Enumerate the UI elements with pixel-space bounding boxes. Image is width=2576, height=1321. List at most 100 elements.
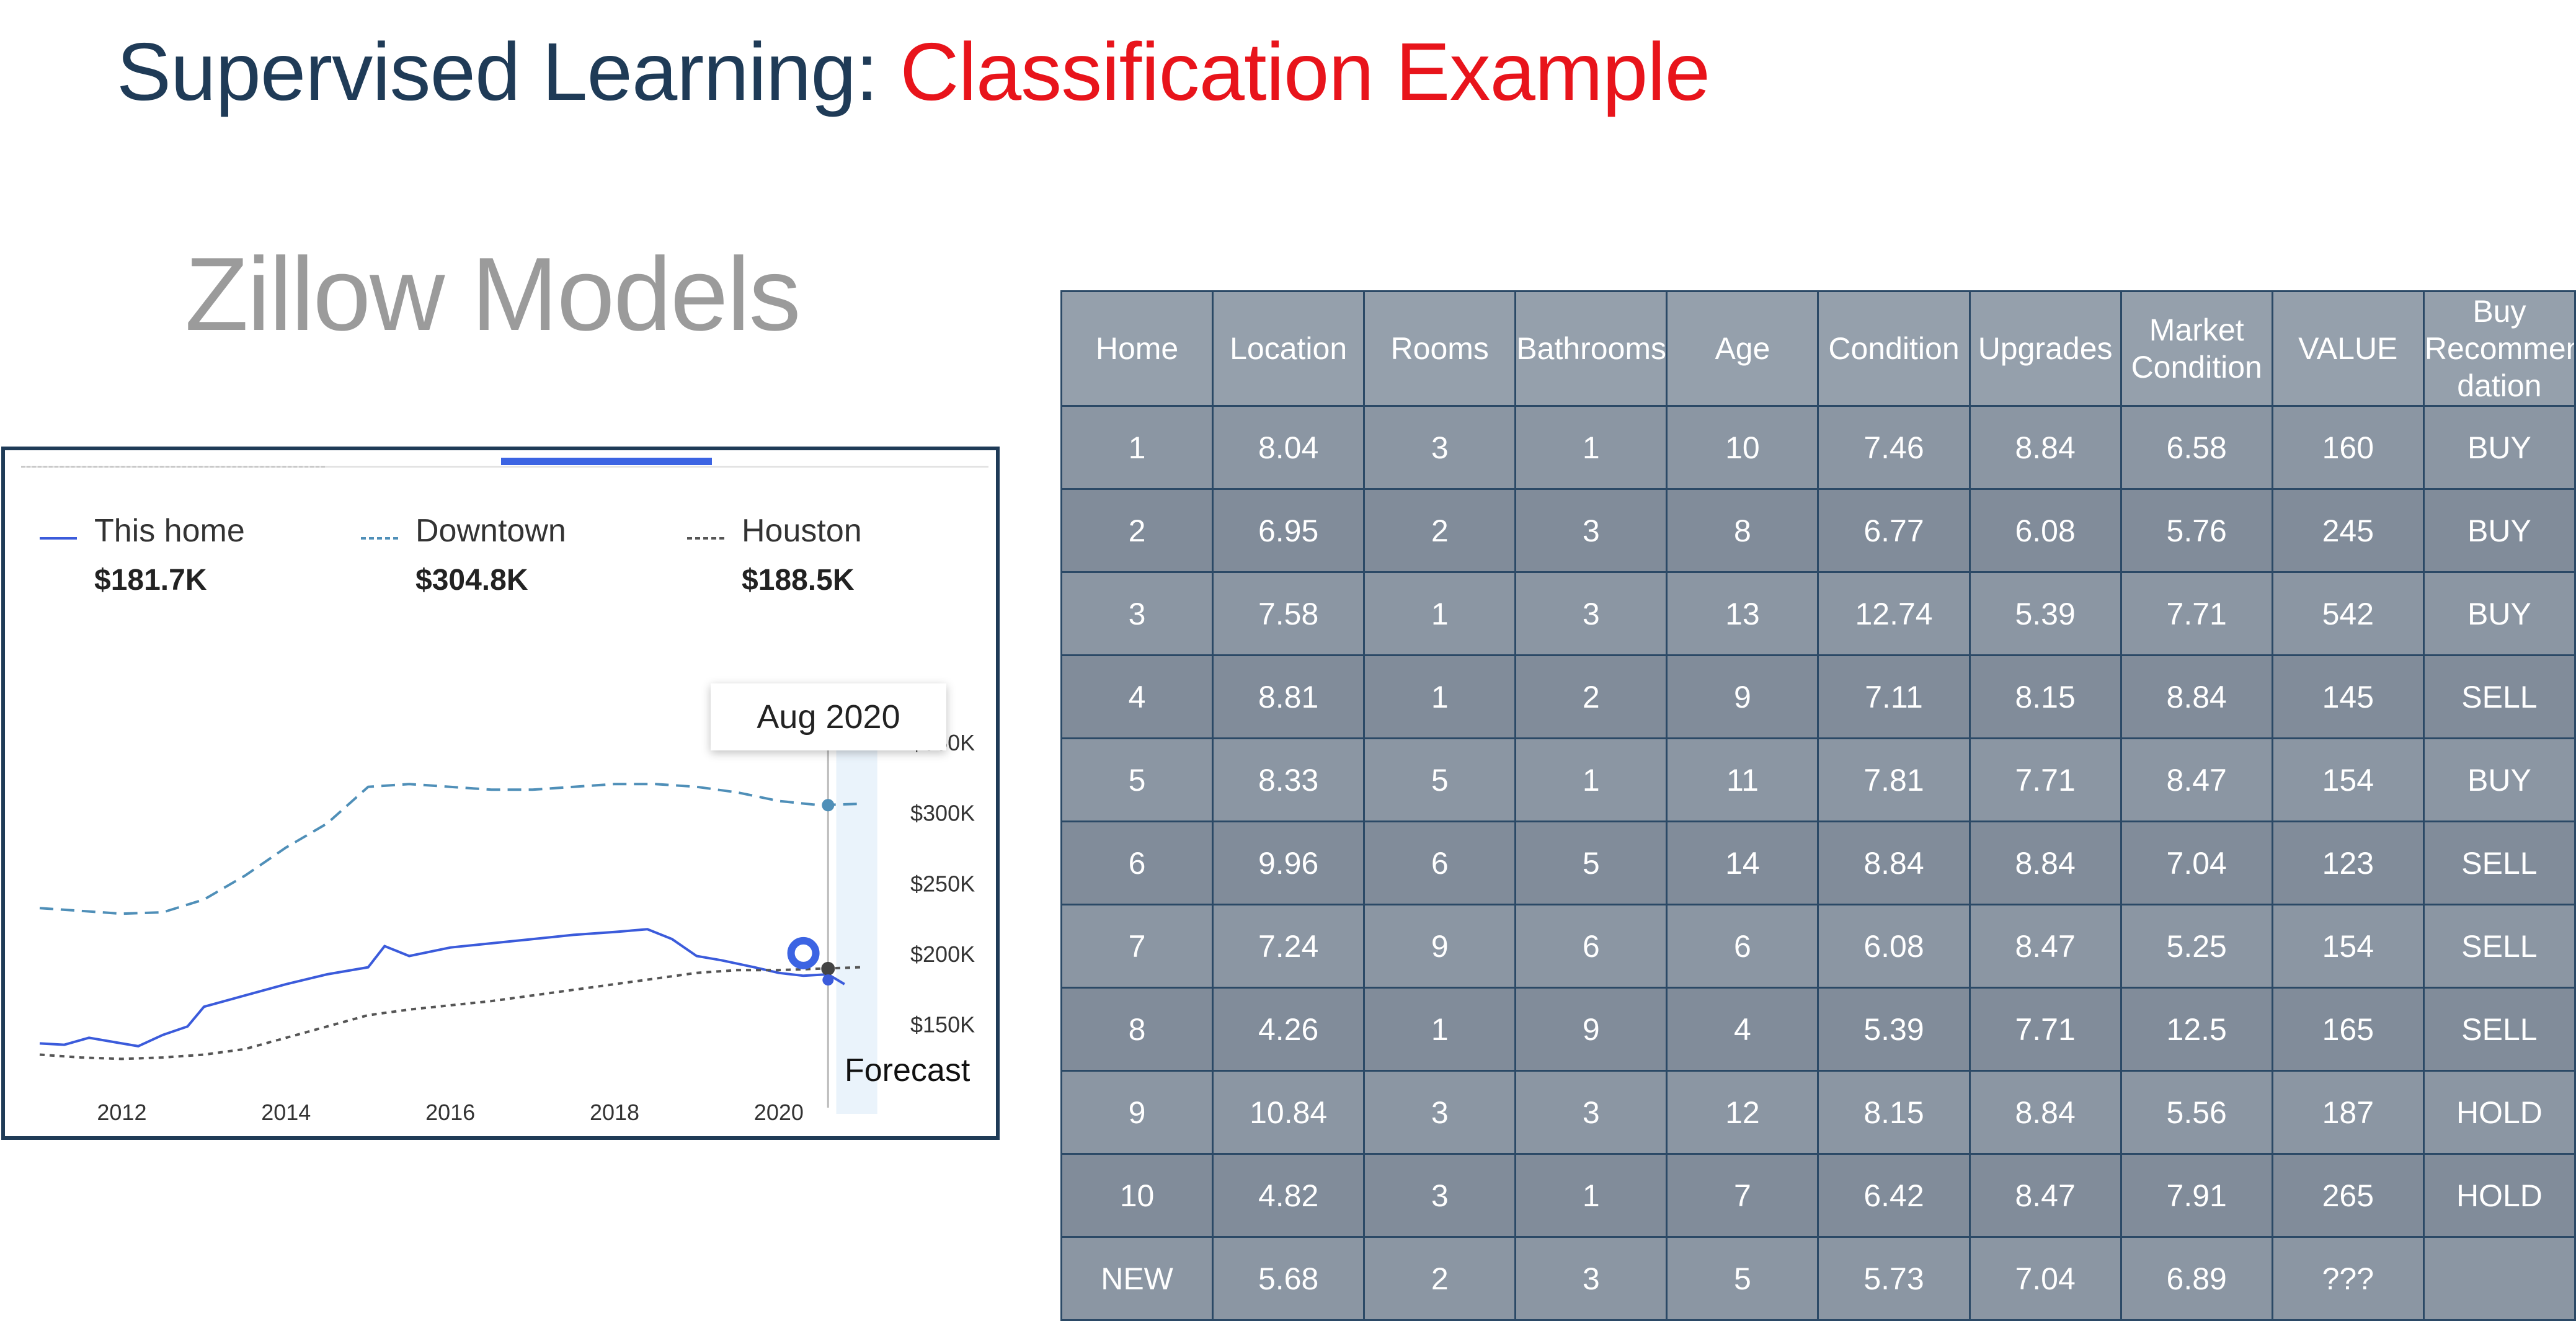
x-tick-label: 2018: [590, 1100, 639, 1125]
homes-table: Home Location Rooms Bathrooms Age Condition Up…: [1060, 290, 2576, 1321]
table-cell: 9.96: [1212, 821, 1366, 905]
table-cell: 8.81: [1212, 654, 1366, 739]
table-cell: 8.15: [1968, 654, 2122, 739]
legend-this-home[interactable]: This home $181.7K: [40, 512, 245, 597]
table-cell: 4: [1666, 987, 1819, 1072]
legend-downtown[interactable]: Downtown $304.8K: [361, 512, 566, 597]
table-cell: 5.73: [1817, 1236, 1971, 1321]
table-body: 1 8.04 3 1 10 7.46 8.84 6.58 160 BUY 2 6.95 2 3 8 6.77 6…: [1060, 405, 2576, 1321]
table-cell: 5.39: [1968, 571, 2122, 656]
price-history-chart[interactable]: $150K$200K$250K$300K$350K201220142016201…: [5, 450, 996, 1136]
table-cell: 1: [1514, 737, 1668, 822]
column-header: Rooms: [1363, 290, 1517, 407]
table-cell: 5.68: [1212, 1236, 1366, 1321]
table-cell: 160: [2271, 405, 2425, 490]
column-header: Upgrades: [1968, 290, 2122, 407]
column-header: Age: [1666, 290, 1819, 407]
table-cell: 5: [1363, 737, 1517, 822]
table-cell: NEW: [1060, 1236, 1214, 1321]
legend-houston-label: Houston: [742, 513, 862, 549]
table-cell: 7.24: [1212, 904, 1366, 989]
table-cell: 7.04: [1968, 1236, 2122, 1321]
solid-line-icon: [40, 537, 77, 540]
slide-title-accent: Classification Example: [900, 26, 1710, 117]
this-home-marker: [822, 974, 834, 986]
table-row: 7 7.24 9 6 6 6.08 8.47 5.25 154 SELL: [1060, 904, 2576, 989]
table-cell: HOLD: [2422, 1070, 2576, 1155]
active-tab-indicator[interactable]: [501, 458, 712, 465]
table-row: 10 4.82 3 1 7 6.42 8.47 7.91 265 HOLD: [1060, 1153, 2576, 1238]
table-cell: 4.82: [1212, 1153, 1366, 1238]
column-header: Market Condition: [2120, 290, 2273, 407]
table-cell: 3: [1060, 571, 1214, 656]
table-cell: ???: [2271, 1236, 2425, 1321]
table-cell: 7.91: [2120, 1153, 2273, 1238]
table-cell: 187: [2271, 1070, 2425, 1155]
table-row: 6 9.96 6 5 14 8.84 8.84 7.04 123 SELL: [1060, 821, 2576, 905]
table-cell: 265: [2271, 1153, 2425, 1238]
table-cell: 3: [1363, 1070, 1517, 1155]
home-highlight-marker: [787, 936, 820, 969]
table-cell: 7.71: [1968, 737, 2122, 822]
y-tick-label: $300K: [910, 801, 975, 826]
table-cell: 154: [2271, 737, 2425, 822]
table-cell: [2422, 1236, 2576, 1321]
table-row: 1 8.04 3 1 10 7.46 8.84 6.58 160 BUY: [1060, 405, 2576, 490]
table-cell: SELL: [2422, 987, 2576, 1072]
table-cell: 165: [2271, 987, 2425, 1072]
table-cell: 8.84: [2120, 654, 2273, 739]
table-cell: 5: [1666, 1236, 1819, 1321]
table-cell: 9: [1514, 987, 1668, 1072]
x-tick-label: 2014: [261, 1100, 311, 1125]
table-cell: 8: [1666, 488, 1819, 573]
zillow-chart-panel: This home $181.7K Downtown $304.8K Houst…: [1, 447, 1000, 1140]
table-cell: 2: [1363, 488, 1517, 573]
table-row: 9 10.84 3 3 12 8.15 8.84 5.56 187 HOLD: [1060, 1070, 2576, 1155]
table-cell: 10: [1060, 1153, 1214, 1238]
table-cell: SELL: [2422, 821, 2576, 905]
table-cell: 7.81: [1817, 737, 1971, 822]
slide-title: Supervised Learning: Classification Exam…: [117, 25, 1710, 118]
table-cell: 3: [1514, 488, 1668, 573]
slide-subtitle: Zillow Models: [185, 236, 801, 352]
column-header: Buy Recommen dation: [2422, 290, 2576, 407]
table-cell: 7.71: [2120, 571, 2273, 656]
table-cell: 5.25: [2120, 904, 2273, 989]
table-cell: 8.47: [1968, 1153, 2122, 1238]
table-cell: 6: [1363, 821, 1517, 905]
table-cell: 6.77: [1817, 488, 1971, 573]
table-cell: 8: [1060, 987, 1214, 1072]
tab-bar-dashed-segment: [21, 466, 325, 468]
table-cell: BUY: [2422, 737, 2576, 822]
table-cell: 6: [1666, 904, 1819, 989]
table-cell: 6.58: [2120, 405, 2273, 490]
table-header-row: Home Location Rooms Bathrooms Age Condition Up…: [1060, 290, 2576, 407]
legend-this-home-value: $181.7K: [94, 564, 207, 597]
legend-houston[interactable]: Houston $188.5K: [687, 512, 862, 597]
table-row: 5 8.33 5 1 11 7.81 7.71 8.47 154 BUY: [1060, 737, 2576, 822]
table-cell: 7: [1666, 1153, 1819, 1238]
column-header: Condition: [1817, 290, 1971, 407]
column-header: Location: [1212, 290, 1366, 407]
dotted-line-icon: [687, 537, 724, 540]
table-cell: 1: [1514, 1153, 1668, 1238]
tab-bar-divider: [21, 466, 988, 468]
table-cell: 10.84: [1212, 1070, 1366, 1155]
table-cell: 7.71: [1968, 987, 2122, 1072]
table-cell: 8.84: [1968, 1070, 2122, 1155]
table-cell: 3: [1514, 1070, 1668, 1155]
table-cell: 5.76: [2120, 488, 2273, 573]
table-cell: 8.47: [1968, 904, 2122, 989]
table-cell: 7.58: [1212, 571, 1366, 656]
table-cell: SELL: [2422, 904, 2576, 989]
table-cell: 9: [1666, 654, 1819, 739]
table-cell: 6: [1514, 904, 1668, 989]
table-cell: 1: [1363, 654, 1517, 739]
table-row: 4 8.81 1 2 9 7.11 8.15 8.84 145 SELL: [1060, 654, 2576, 739]
table-cell: 154: [2271, 904, 2425, 989]
table-cell: BUY: [2422, 488, 2576, 573]
table-cell: 7.46: [1817, 405, 1971, 490]
date-tooltip: Aug 2020: [711, 683, 946, 750]
series-line-1: [39, 783, 861, 915]
slide-title-main: Supervised Learning:: [117, 26, 900, 117]
